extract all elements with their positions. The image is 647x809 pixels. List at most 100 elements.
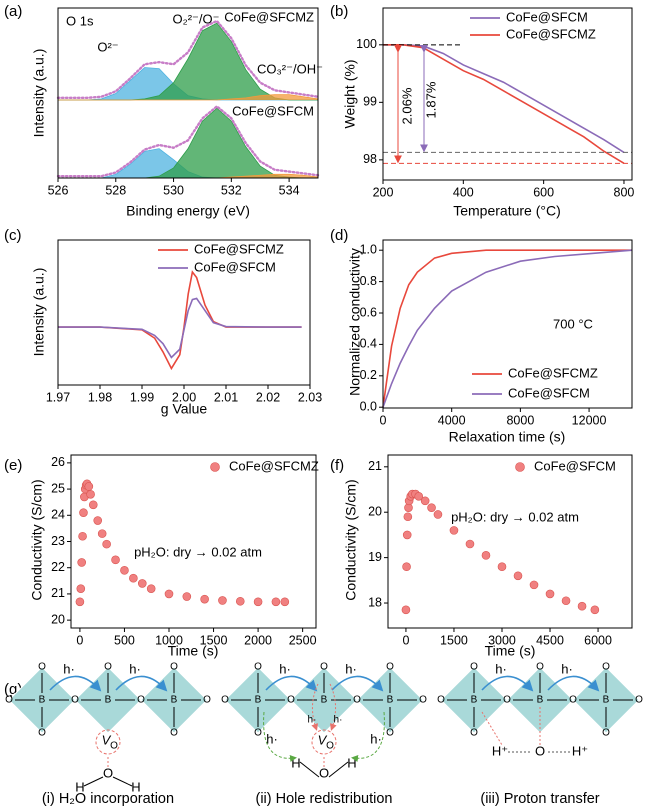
oxygen-label: O <box>386 728 394 739</box>
annotation: CoFe@SFCMZ <box>224 9 314 24</box>
y-tick-label: 100 <box>356 37 377 51</box>
x-tick-label: 532 <box>221 183 242 197</box>
metal-label: B <box>387 695 394 706</box>
data-point <box>164 589 174 599</box>
x-tick-label: 1.97 <box>46 390 70 404</box>
metal-label: B <box>321 695 328 706</box>
x-tick-label: 4500 <box>536 633 564 647</box>
data-point <box>271 597 281 607</box>
vacancy-label: V <box>102 732 112 747</box>
plot-frame <box>382 7 633 181</box>
oxygen-label: O <box>254 728 262 739</box>
data-point <box>545 589 555 599</box>
oxygen-label: O <box>170 728 178 739</box>
data-point <box>129 573 138 583</box>
y-tick-label: 26 <box>51 455 65 469</box>
hole-transfer-arrow <box>481 675 534 692</box>
y-tick-label: 18 <box>368 595 382 609</box>
x-tick-label: 0 <box>76 633 83 647</box>
y-tick-label: 0.0 <box>360 400 377 414</box>
annotation: 700 °C <box>553 316 593 331</box>
x-tick-label: 4000 <box>438 413 466 427</box>
proton-label: H⁺ <box>572 743 588 758</box>
y-tick-label: 1.0 <box>360 243 377 257</box>
oxygen-label: O <box>437 695 445 706</box>
proton-oxygen: O <box>535 743 545 758</box>
water-oxygen: O <box>319 765 329 780</box>
area-fill <box>58 94 318 100</box>
y-tick-label: 0.4 <box>360 337 377 351</box>
data-point <box>75 597 85 607</box>
legend-label: CoFe@SFCM <box>194 259 276 274</box>
hole-transfer-arrow <box>547 675 600 692</box>
data-point <box>427 503 436 512</box>
data-point <box>590 605 600 615</box>
oxygen-vacancy <box>95 729 121 755</box>
y-tick-label: 21 <box>368 459 382 473</box>
data-point <box>481 551 491 560</box>
data-point <box>78 531 87 541</box>
y-tick-label: 98 <box>363 152 377 166</box>
annotation: O₂²⁻/O⁻ <box>173 11 220 26</box>
legend-label: CoFe@SFCMZ <box>508 365 598 380</box>
x-tick-label: 8000 <box>506 413 534 427</box>
panel-label: (d) <box>330 227 348 244</box>
data-point <box>93 516 103 525</box>
x-tick-label: 200 <box>373 185 394 199</box>
oxygen-label: O <box>221 695 229 706</box>
hole-arrow <box>351 711 385 762</box>
data-point <box>84 482 94 491</box>
data-point <box>86 490 95 499</box>
vacancy-label: V <box>318 732 328 747</box>
proton-label: H⁺ <box>492 743 508 758</box>
hole-label: h· <box>63 661 75 676</box>
y-axis-label: Conductivity (S/cm) <box>343 479 359 600</box>
caption: (ii) Hole redistribution <box>256 791 393 807</box>
x-tick-label: 1.99 <box>130 390 154 404</box>
vacancy-subscript: O <box>326 741 334 752</box>
fit-envelope <box>56 19 320 100</box>
data-point <box>76 584 86 593</box>
data-point <box>111 555 120 565</box>
annotation: CoFe@SFCM <box>232 103 314 118</box>
annotation: pH₂O: dry → 0.02 atm <box>451 509 579 524</box>
panel-label: (a) <box>4 3 22 20</box>
area-fill <box>58 148 318 178</box>
y-tick-label: 20 <box>51 612 65 626</box>
oxygen-label: O <box>38 662 46 673</box>
x-tick-label: 2500 <box>289 633 317 647</box>
water-hydrogen: H <box>131 779 140 794</box>
hole-label: h· <box>370 731 382 746</box>
data-line <box>382 249 633 408</box>
legend-label: CoFe@SFCMZ <box>229 458 319 473</box>
x-axis-label: Time (s) <box>485 643 536 659</box>
x-tick-label: 534 <box>279 183 300 197</box>
hole-transfer-arrow <box>331 675 384 692</box>
x-axis-label: g Value <box>161 401 208 417</box>
oxygen-label: O <box>38 728 46 739</box>
hole-label: h· <box>345 661 357 676</box>
hole-label: h· <box>266 731 278 746</box>
panel-label: (c) <box>4 227 22 244</box>
x-tick-label: 526 <box>48 183 69 197</box>
x-tick-label: 2.02 <box>256 390 280 404</box>
annotation: O 1s <box>66 13 94 28</box>
water-hydrogen: H <box>75 779 84 794</box>
x-tick-label: 1.98 <box>88 390 112 404</box>
bond <box>299 761 320 778</box>
y-axis-label: Intensity (a.u.) <box>31 49 47 138</box>
data-point <box>401 605 411 615</box>
metal-label: B <box>471 695 478 706</box>
metal-label: B <box>105 695 112 706</box>
x-axis-label: Relaxation time (s) <box>449 429 566 445</box>
water-hydrogen: H <box>347 755 356 770</box>
bond <box>481 711 503 746</box>
caption: (iii) Proton transfer <box>480 791 599 807</box>
data-point <box>77 558 86 567</box>
y-tick-label: 24 <box>51 508 65 522</box>
data-line <box>58 270 302 371</box>
plot-frame <box>382 239 633 409</box>
data-point <box>420 496 430 506</box>
plot-frame <box>387 454 633 629</box>
data-point <box>235 596 245 606</box>
